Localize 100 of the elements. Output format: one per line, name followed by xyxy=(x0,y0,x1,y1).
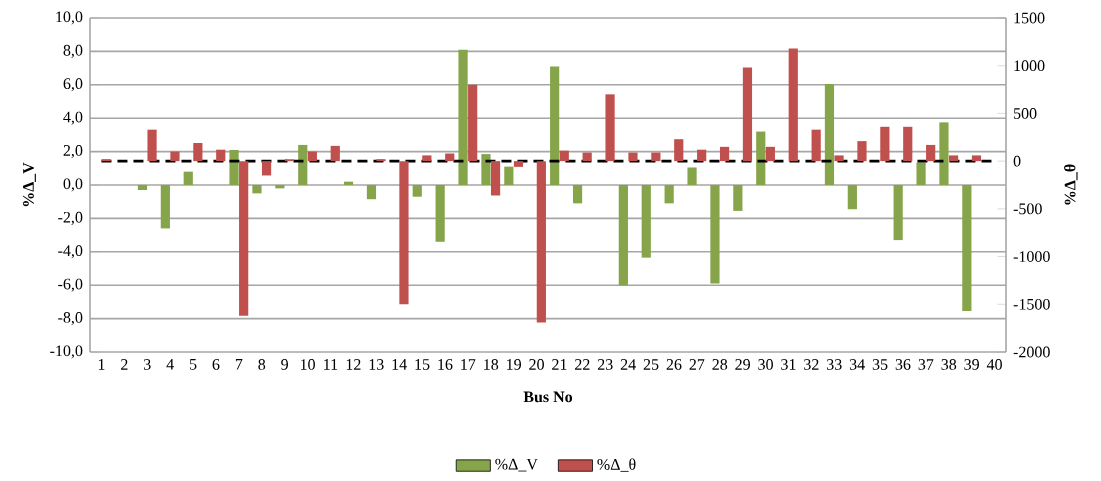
bar xyxy=(971,155,982,162)
y2-tick-label: 1500 xyxy=(1014,12,1045,24)
y-tick-label: 8,0 xyxy=(63,45,83,59)
x-tick-label: 33 xyxy=(827,359,842,370)
y-tick-label: -6,0 xyxy=(58,278,83,292)
x-tick-label: 2 xyxy=(121,359,128,370)
x-tick-label: 10 xyxy=(300,359,315,371)
x-tick-label: 36 xyxy=(895,359,911,370)
y-tick-label: -2,0 xyxy=(58,212,83,226)
bar xyxy=(229,150,239,186)
bar xyxy=(298,145,308,186)
bar xyxy=(216,149,226,162)
x-tick-label: 28 xyxy=(712,359,728,371)
bar xyxy=(536,161,546,323)
bar xyxy=(445,153,455,162)
bar xyxy=(330,146,340,162)
bar xyxy=(710,185,720,284)
bar xyxy=(857,141,867,162)
bar xyxy=(651,152,661,162)
x-tick-label: 22 xyxy=(575,359,590,370)
bar xyxy=(170,151,180,162)
bar xyxy=(719,147,730,162)
bar xyxy=(366,185,377,200)
bar xyxy=(742,67,753,162)
bar xyxy=(824,84,835,186)
x-tick-label: 25 xyxy=(643,359,659,370)
bar xyxy=(605,94,615,162)
bar xyxy=(893,185,903,241)
bar xyxy=(687,167,697,186)
x-tick-label: 1 xyxy=(98,359,105,370)
y-axis-title: %Δ_V xyxy=(23,162,36,207)
x-tick-label: 35 xyxy=(872,359,888,370)
bar xyxy=(147,129,157,162)
x-tick-label: 31 xyxy=(781,359,796,370)
bar xyxy=(788,48,798,162)
y2-tick-label: -500 xyxy=(1013,203,1042,215)
legend-label: %Δ_V xyxy=(495,458,538,472)
bar xyxy=(422,155,432,162)
bar xyxy=(834,155,844,162)
x-tick-label: 13 xyxy=(369,359,384,370)
bar xyxy=(160,185,170,229)
x-tick-label: 16 xyxy=(438,359,453,370)
y-tick-label: 10,0 xyxy=(56,11,83,25)
bar xyxy=(252,185,262,194)
bar xyxy=(183,171,193,186)
bar xyxy=(697,149,707,162)
bar xyxy=(193,143,203,162)
bar xyxy=(674,139,684,162)
x-tick-label: 19 xyxy=(507,359,521,370)
x-tick-label: 24 xyxy=(620,359,636,370)
y2-tick-label: 500 xyxy=(1014,108,1037,119)
bar xyxy=(435,185,445,242)
legend-label: %Δ_θ xyxy=(597,458,636,472)
x-tick-label: 18 xyxy=(484,359,499,371)
bar xyxy=(504,166,514,186)
x-tick-label: 34 xyxy=(849,359,865,370)
y2-tick-label: -2000 xyxy=(1013,346,1050,358)
bar xyxy=(412,185,422,197)
bar xyxy=(137,185,148,191)
bar xyxy=(765,147,775,162)
x-tick-label: 27 xyxy=(689,359,705,370)
x-tick-label: 38 xyxy=(941,359,957,371)
y2-tick-label: -1500 xyxy=(1013,299,1050,310)
x-tick-label: 23 xyxy=(597,359,613,370)
x-tick-label: 6 xyxy=(212,359,220,370)
x-tick-label: 17 xyxy=(461,359,476,370)
bar xyxy=(239,161,249,316)
y-tick-label: 0,0 xyxy=(63,178,83,192)
x-tick-label: 26 xyxy=(666,359,682,370)
bar xyxy=(756,131,766,186)
bar xyxy=(926,145,936,162)
y2-tick-label: 1000 xyxy=(1014,60,1045,72)
y-tick-label: 2,0 xyxy=(63,145,83,159)
bar xyxy=(572,185,583,204)
y2-axis-title: %Δ_θ xyxy=(1064,164,1078,205)
bar xyxy=(513,161,524,168)
x-tick-label: 12 xyxy=(346,359,361,370)
bar xyxy=(847,185,857,210)
x-tick-label: 32 xyxy=(804,359,819,370)
bar xyxy=(628,152,638,162)
x-tick-label: 5 xyxy=(189,359,197,370)
bar xyxy=(550,66,560,186)
y-tick-label: -4,0 xyxy=(58,245,83,259)
x-tick-label: 30 xyxy=(758,359,773,371)
bar xyxy=(664,185,674,204)
bar xyxy=(962,185,972,312)
x-tick-label: 21 xyxy=(552,359,567,370)
bar xyxy=(811,129,821,162)
bar xyxy=(880,126,890,162)
x-tick-label: 29 xyxy=(735,359,750,370)
y2-tick-label: 0 xyxy=(1013,155,1021,167)
bar xyxy=(948,155,959,162)
x-tick-label: 15 xyxy=(415,359,430,370)
bar xyxy=(261,161,272,176)
x-tick-label: 7 xyxy=(235,359,243,370)
bar xyxy=(733,185,743,212)
x-tick-label: 14 xyxy=(392,359,407,370)
y-tick-label: 6,0 xyxy=(63,78,83,92)
x-tick-label: 8 xyxy=(258,359,266,371)
x-tick-label: 9 xyxy=(281,359,288,370)
